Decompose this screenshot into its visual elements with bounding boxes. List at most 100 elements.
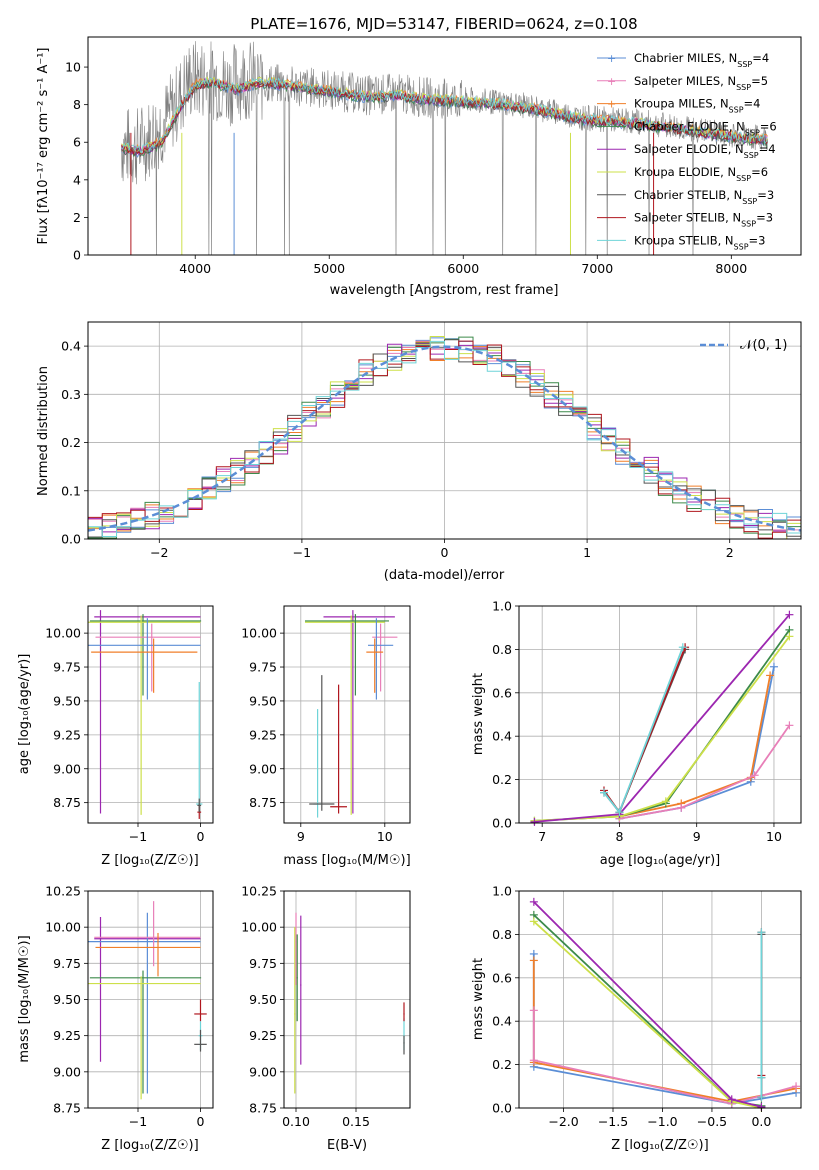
age-vs-mass-panel: 9 10 8.75 9.00 9.25 9.50 9.75 10.00 mass [log₁₀…: [241, 605, 411, 868]
mass-ebv-x-tick-label: 0.15: [342, 1114, 370, 1129]
mass-ebv-x-tick-label: 0.10: [282, 1114, 310, 1129]
weight-z-x-tick-label: 0.0: [751, 1114, 771, 1129]
spectrum-y-tick-label: 4: [73, 172, 81, 187]
weight-z-plot-area: [529, 897, 801, 1112]
mass-z-y-label: mass [log₁₀(M/M☉)]: [17, 935, 32, 1062]
residual-y-tick-label: 0.4: [61, 339, 81, 354]
legend-marker-salpeter_miles: +: [607, 75, 616, 88]
weight-age-line-kroupa_miles: [619, 675, 771, 818]
legend-label-salpeter_stelib: Salpeter STELIB, NSSP=3: [634, 211, 773, 229]
mass-z-x-label: Z [log₁₀(Z/Z☉)]: [101, 1138, 198, 1153]
mass-z-y-tick-label: 8.75: [53, 1101, 81, 1116]
age-mass-axes: [283, 605, 411, 824]
mass-z-plot-area: [88, 901, 207, 1100]
spectrum-axes: [87, 36, 802, 256]
residual-histogram-kroupa_stelib: [88, 340, 801, 538]
weight-z-y-tick-label: 0.8: [492, 927, 512, 942]
mass-ebv-y-tick-label: 10.25: [241, 884, 277, 899]
spectrum-x-tick-label: 7000: [581, 261, 613, 276]
age-z-grid: [88, 606, 213, 823]
mass-z-y-tick-label: 9.50: [53, 992, 81, 1007]
spectrum-x-tick-label: 6000: [447, 261, 479, 276]
weight-age-y-tick-label: 0.2: [492, 772, 512, 787]
mass-ebv-plot-area: [294, 912, 405, 1094]
mass-z-y-tick-label: 10.25: [45, 884, 81, 899]
age-mass-x-tick-label: 10: [377, 829, 393, 844]
mass-vs-metallicity-panel: −1 0 8.75 9.00 9.25 9.50 9.75 10.00 10.25 Z [log…: [17, 884, 214, 1153]
spectrum-ticks: 4000 5000 6000 7000 8000 0 2 4 6 8 10: [65, 60, 747, 276]
weight-z-y-tick-label: 0.2: [492, 1057, 512, 1072]
residual-x-tick-label: 1: [583, 545, 591, 560]
legend-label-kroupa_elodie: Kroupa ELODIE, NSSP=6: [634, 165, 768, 183]
residual-y-label: Normed distribution: [36, 366, 51, 496]
age-vs-metallicity-panel: −1 0 8.75 9.00 9.25 9.50 9.75 10.00 Z [log₁₀(Z/…: [17, 605, 214, 868]
mass-ebv-ticks: 0.10 0.15 8.75 9.00 9.25 9.50 9.75 10.00 10.25: [241, 884, 370, 1130]
mass-z-x-tick-label: −1: [129, 1114, 147, 1129]
residual-x-tick-label: 0: [441, 545, 449, 560]
age-mass-y-tick-label: 9.00: [249, 761, 277, 776]
figure-title: PLATE=1676, MJD=53147, FIBERID=0624, z=0…: [250, 15, 637, 33]
spectrum-x-tick-label: 5000: [313, 261, 345, 276]
age-z-y-tick-label: 8.75: [53, 795, 81, 810]
mass-z-y-tick-label: 10.00: [45, 920, 81, 935]
age-z-x-tick-label: −1: [129, 829, 147, 844]
legend-label-chabrier_stelib: Chabrier STELIB, NSSP=3: [634, 188, 774, 206]
legend-label-chabrier_miles: Chabrier MILES, NSSP=4: [634, 51, 769, 69]
weight-age-y-label: mass weight: [471, 673, 486, 755]
gauss-legend-label: 𝒩(0, 1): [740, 338, 787, 353]
age-mass-y-tick-label: 10.00: [241, 626, 277, 641]
weight-age-x-tick-label: 10: [766, 829, 782, 844]
legend-label-kroupa_stelib: Kroupa STELIB, NSSP=3: [634, 233, 765, 251]
weight-z-y-label: mass weight: [471, 958, 486, 1040]
residual-plot-area: [87, 335, 802, 540]
weight-z-ticks: −2.0 −1.5 −1.0 −0.5 0.0 0.0 0.2 0.4 0.6 0.8 1.0: [492, 884, 771, 1130]
weight-z-x-tick-label: −1.5: [598, 1114, 628, 1129]
weight-age-x-label: age [log₁₀(age/yr)]: [600, 853, 721, 868]
spectrum-y-tick-label: 8: [73, 97, 81, 112]
weight-age-y-tick-label: 0.8: [492, 642, 512, 657]
weight-age-x-tick-label: 9: [693, 829, 701, 844]
spectrum-y-tick-label: 10: [65, 60, 81, 75]
residual-legend: 𝒩(0, 1): [700, 338, 787, 353]
residual-x-tick-label: −2: [150, 545, 168, 560]
age-mass-y-tick-label: 9.25: [249, 727, 277, 742]
weight-z-x-tick-label: −0.5: [697, 1114, 727, 1129]
weight-age-plot-area: [530, 610, 794, 826]
spectrum-legend: + Chabrier MILES, NSSP=4 + Salpeter MILES, …: [597, 51, 777, 251]
mass-ebv-y-tick-label: 9.25: [249, 1028, 277, 1043]
age-z-y-tick-label: 9.75: [53, 660, 81, 675]
residual-y-tick-label: 0.0: [61, 532, 81, 547]
age-z-y-tick-label: 9.25: [53, 727, 81, 742]
spectrum-series-group: [121, 41, 768, 255]
residual-y-tick-label: 0.1: [61, 483, 81, 498]
legend-label-chabrier_elodie: Chabrier ELODIE, NSSP=6: [634, 119, 777, 137]
legend-label-salpeter_elodie: Salpeter ELODIE, NSSP=4: [634, 142, 776, 160]
residual-x-tick-label: −1: [293, 545, 311, 560]
residual-y-tick-label: 0.2: [61, 435, 81, 450]
age-z-y-label: age [log₁₀(age/yr)]: [17, 654, 32, 775]
legend-marker-kroupa_miles: +: [607, 98, 616, 111]
weight-age-x-tick-label: 7: [538, 829, 546, 844]
mass-z-y-tick-label: 9.25: [53, 1028, 81, 1043]
age-z-y-tick-label: 9.00: [53, 761, 81, 776]
age-mass-y-tick-label: 8.75: [249, 795, 277, 810]
legend-label-salpeter_miles: Salpeter MILES, NSSP=5: [634, 74, 768, 92]
residual-ticks: −2 −1 0 1 2 0.0 0.1 0.2 0.3 0.4: [61, 339, 734, 560]
age-mass-grid: [284, 606, 410, 823]
weight-z-y-tick-label: 0.4: [492, 1014, 512, 1029]
weight-z-y-tick-label: 0.0: [492, 1101, 512, 1116]
age-z-y-tick-label: 9.50: [53, 693, 81, 708]
mass-z-ticks: −1 0 8.75 9.00 9.25 9.50 9.75 10.00 10.25: [45, 884, 204, 1130]
mass-ebv-y-tick-label: 9.75: [249, 956, 277, 971]
weight-z-x-tick-label: −2.0: [548, 1114, 578, 1129]
weight-z-x-label: Z [log₁₀(Z/Z☉)]: [611, 1138, 708, 1153]
age-mass-plot-area: [305, 610, 398, 818]
spectrum-y-tick-label: 6: [73, 135, 81, 150]
age-mass-x-tick-label: 9: [297, 829, 305, 844]
mass-ebv-y-tick-label: 8.75: [249, 1101, 277, 1116]
mass-z-y-tick-label: 9.75: [53, 956, 81, 971]
spectrum-y-tick-label: 2: [73, 210, 81, 225]
mass-ebv-y-tick-label: 10.00: [241, 920, 277, 935]
legend-marker-chabrier_miles: +: [607, 52, 616, 65]
